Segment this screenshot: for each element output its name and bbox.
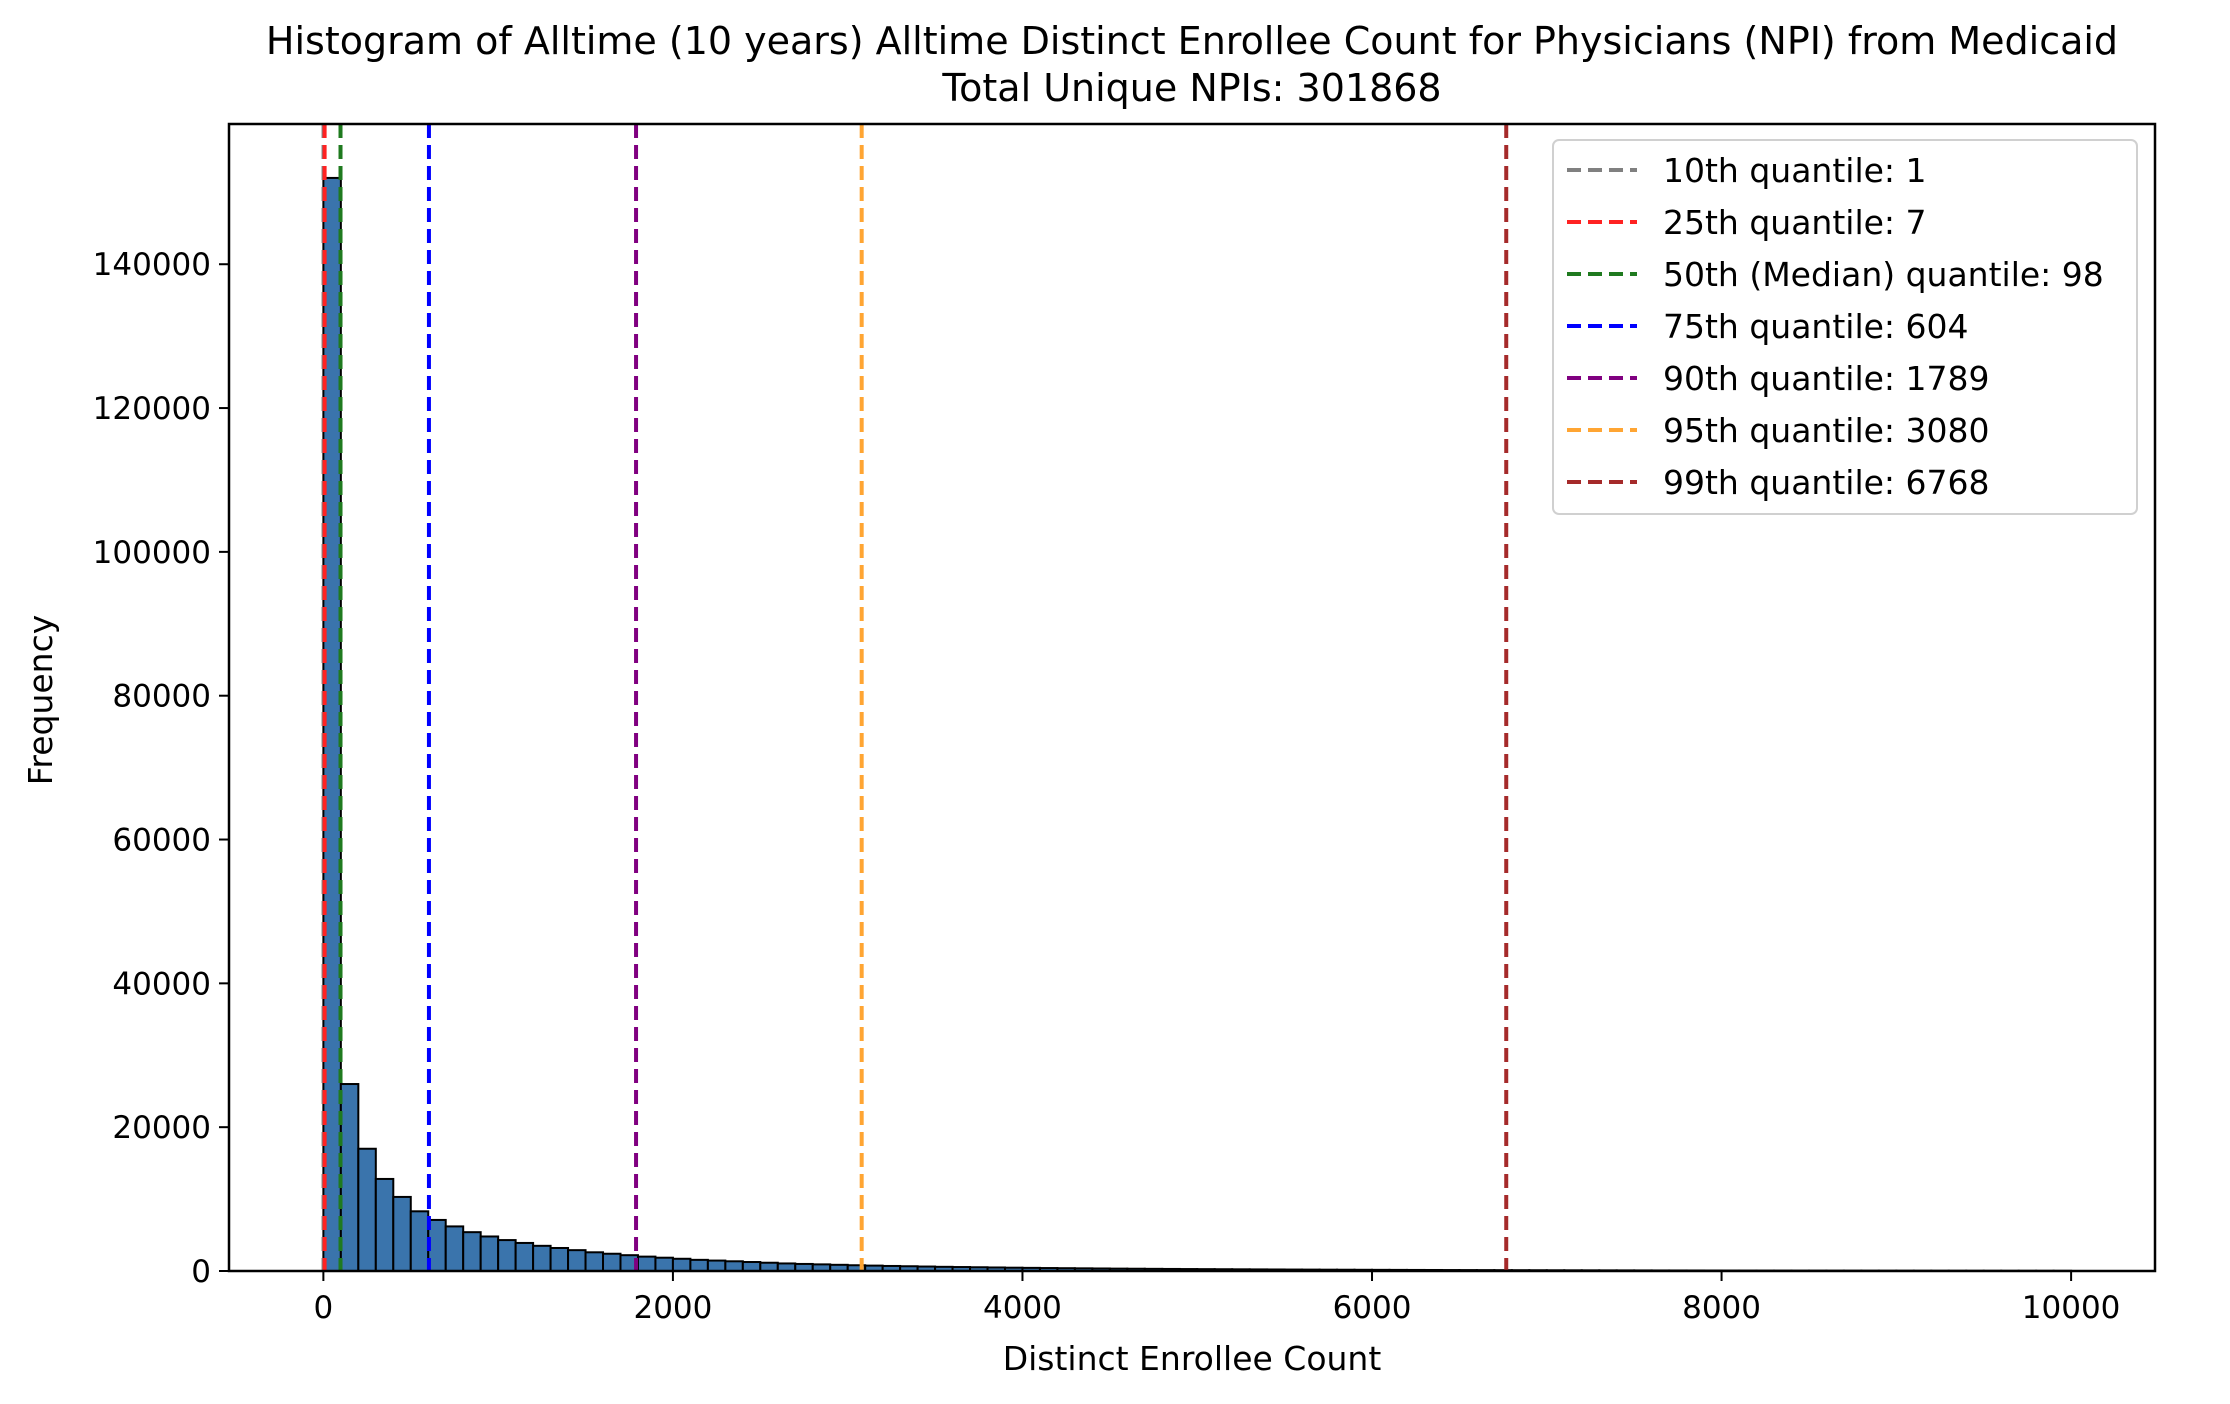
histogram-bar [532,1244,552,1272]
y-axis-ticks: 0 20000 40000 60000 80000 100000 120000 140000 [93,247,229,1290]
y-tick-label: 40000 [112,966,211,1002]
x-tick-label: 8000 [1682,1290,1761,1326]
plot-area-frame [227,122,2157,1273]
x-tick-label: 0 [314,1290,334,1326]
y-tick-label: 20000 [112,1110,211,1146]
legend-entry-label: 99th quantile: 6768 [1663,463,1990,502]
histogram-bar [671,1257,692,1273]
legend-entry-label: 90th quantile: 1789 [1663,359,1990,398]
x-tick-label: 4000 [983,1290,1062,1326]
y-tick-label: 100000 [93,535,211,571]
legend-box [1552,139,2138,515]
quantile-lines [321,124,1509,1271]
histogram-bar [339,1083,360,1273]
histogram-bar [724,1260,744,1273]
legend-entry-label: 50th (Median) quantile: 98 [1663,255,2104,294]
x-tick-label: 6000 [1333,1290,1412,1326]
y-tick-label: 80000 [112,679,211,715]
histogram-bar [409,1210,430,1273]
y-tick-label: 120000 [93,391,211,427]
legend: 10th quantile: 1 25th quantile: 7 50th (Me… [1552,139,2138,515]
legend-entry-label: 75th quantile: 604 [1663,307,1969,346]
histogram-bar [567,1249,587,1273]
histogram-bar [706,1259,727,1272]
histogram-bar [357,1147,377,1272]
histogram-bar [689,1258,709,1272]
y-axis-label: Frequency [21,615,60,785]
histogram-bar [374,1177,395,1272]
legend-entry-label: 10th quantile: 1 [1663,151,1927,190]
y-tick-label: 140000 [93,247,211,283]
histogram-bar [654,1256,674,1272]
chart-subtitle: Total Unique NPIs: 301868 [941,66,1441,110]
x-axis-label: Distinct Enrollee Count [1003,1339,1382,1378]
legend-entry-label: 95th quantile: 3080 [1663,411,1990,450]
histogram-bar [479,1235,500,1272]
histogram-bar [602,1252,622,1272]
histogram-bar [636,1255,657,1272]
histogram-bar [584,1251,605,1273]
histogram-bar [392,1195,412,1273]
histogram-bar [549,1246,570,1272]
chart-title: Histogram of Alltime (10 years) Alltime … [266,19,2118,63]
histogram-bar [741,1261,762,1273]
histogram-bar [514,1241,535,1272]
x-tick-label: 2000 [633,1290,712,1326]
histogram-bar [497,1239,517,1272]
x-axis-ticks: 0 2000 4000 6000 8000 10000 [314,1271,2121,1326]
legend-entry-label: 25th quantile: 7 [1663,203,1927,242]
histogram-bar [462,1231,482,1273]
y-tick-label: 60000 [112,823,211,859]
y-tick-label: 0 [191,1254,211,1290]
x-tick-label: 10000 [2022,1290,2121,1326]
histogram-bar [444,1225,465,1273]
